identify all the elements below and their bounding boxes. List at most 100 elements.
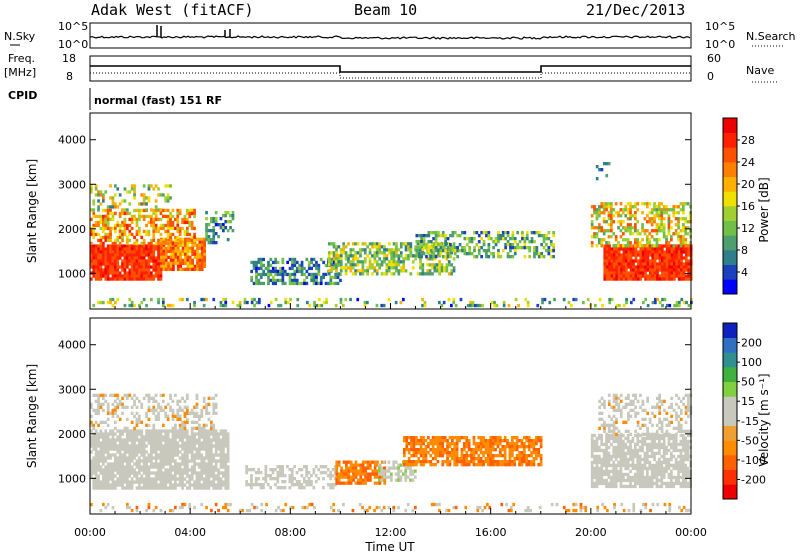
data-cell (179, 243, 182, 247)
data-cell (262, 269, 265, 274)
data-cell (619, 475, 623, 480)
data-cell (121, 244, 124, 248)
data-cell (614, 235, 618, 239)
data-cell (479, 448, 483, 452)
data-cell (276, 465, 280, 469)
data-cell (97, 190, 100, 194)
data-cell (262, 257, 265, 262)
data-cell (193, 238, 196, 243)
data-cell (159, 471, 163, 475)
data-cell (650, 211, 654, 215)
data-cell (663, 268, 667, 272)
data-cell (605, 460, 608, 465)
data-cell (516, 231, 519, 235)
data-cell (535, 457, 538, 461)
data-cell (537, 231, 541, 235)
data-cell (126, 241, 129, 246)
data-cell (198, 456, 201, 460)
data-cell (668, 262, 671, 266)
data-cell (662, 217, 666, 221)
data-cell (126, 456, 129, 460)
data-cell (159, 438, 163, 442)
data-cell (420, 243, 423, 247)
data-cell (145, 229, 148, 234)
data-cell (186, 217, 189, 222)
data-cell (145, 444, 148, 448)
data-cell (166, 447, 170, 451)
data-cell (154, 474, 158, 478)
data-cell (527, 448, 531, 452)
data-cell (150, 408, 153, 412)
data-cell (539, 445, 543, 449)
data-cell (620, 262, 623, 266)
data-cell (682, 271, 686, 275)
data-cell (114, 244, 117, 248)
data-cell (205, 429, 208, 433)
data-cell (646, 259, 650, 263)
data-cell (202, 441, 206, 445)
data-cell (651, 256, 655, 260)
data-cell (198, 246, 202, 250)
data-cell (617, 454, 620, 459)
data-cell (677, 238, 680, 242)
data-cell (224, 214, 228, 218)
data-cell (637, 274, 640, 278)
data-cell (428, 272, 432, 276)
data-cell (619, 448, 623, 453)
data-cell (593, 460, 596, 465)
y-tick-label: 3000 (58, 178, 86, 191)
data-cell (523, 240, 527, 244)
data-cell (478, 303, 482, 308)
data-cell (118, 193, 122, 197)
data-cell (181, 480, 184, 484)
data-cell (183, 465, 187, 469)
data-cell (186, 243, 190, 247)
data-cell (186, 267, 190, 271)
colorbar-tick-label: 4 (741, 266, 748, 279)
data-cell (133, 453, 136, 457)
data-cell (205, 229, 208, 233)
data-cell (99, 250, 103, 254)
data-cell (219, 471, 223, 475)
data-cell (99, 420, 103, 424)
data-cell (176, 477, 180, 481)
data-cell (378, 466, 381, 470)
data-cell (487, 451, 490, 455)
data-cell (590, 484, 594, 489)
data-cell (506, 445, 509, 449)
data-cell (174, 474, 177, 478)
data-cell (453, 246, 457, 250)
data-cell (305, 471, 308, 475)
data-cell (157, 468, 160, 472)
data-cell (293, 477, 296, 481)
data-cell (145, 274, 148, 278)
data-cell (145, 259, 148, 263)
data-cell (324, 272, 328, 277)
data-cell (475, 448, 478, 452)
data-cell (102, 441, 105, 445)
data-cell (318, 297, 321, 302)
data-cell (536, 303, 540, 308)
data-cell (169, 258, 173, 262)
data-cell (130, 405, 134, 409)
data-cell (511, 451, 514, 455)
data-cell (97, 199, 100, 203)
data-cell (670, 238, 673, 242)
data-cell (207, 465, 211, 469)
data-cell (186, 411, 189, 415)
data-cell (605, 481, 608, 486)
data-cell (535, 451, 538, 455)
data-cell (162, 459, 165, 463)
data-cell (94, 265, 98, 269)
data-cell (446, 246, 450, 250)
data-cell (670, 274, 674, 278)
data-cell (539, 439, 543, 443)
data-cell (598, 208, 601, 212)
data-cell (366, 466, 370, 470)
data-cell (547, 252, 551, 256)
data-cell (171, 477, 175, 481)
data-cell (104, 232, 108, 237)
data-cell (667, 223, 671, 227)
data-cell (159, 465, 163, 469)
data-cell (102, 453, 105, 457)
